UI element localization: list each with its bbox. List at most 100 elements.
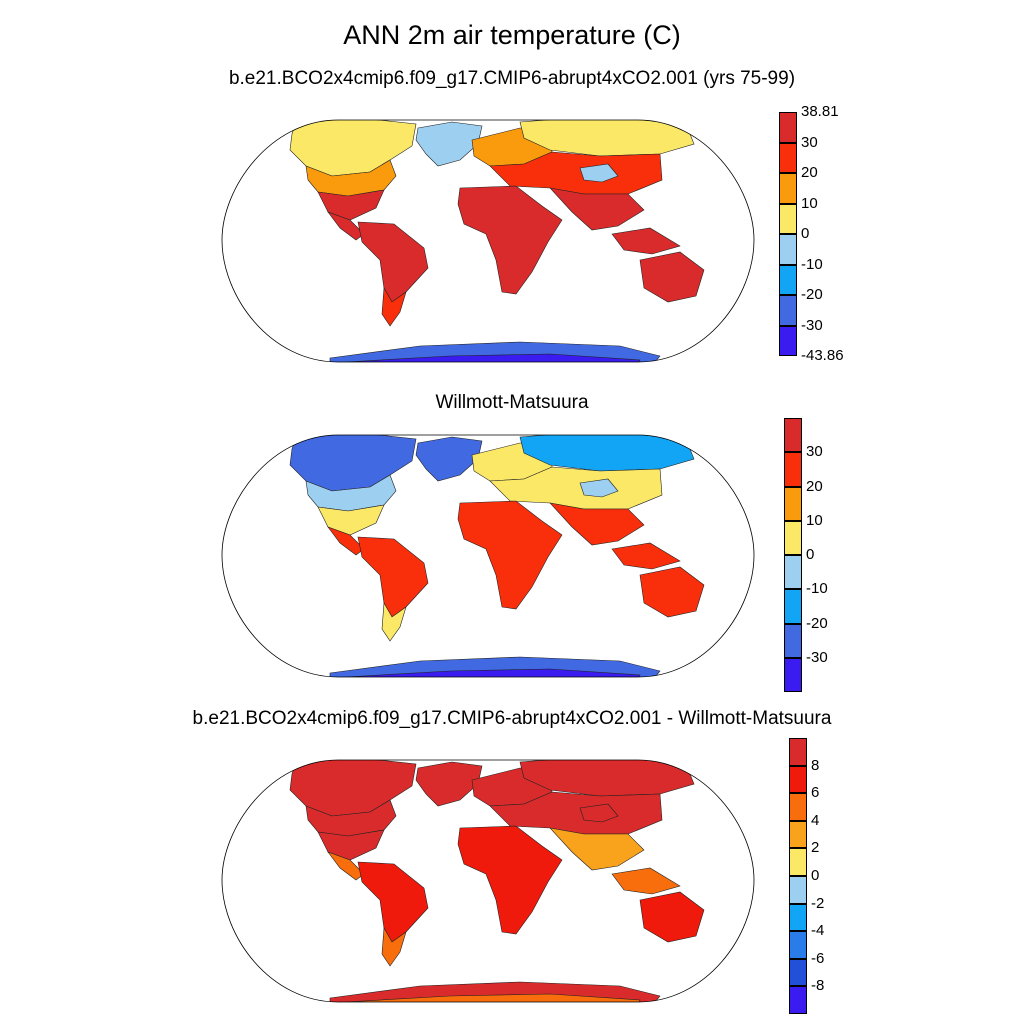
colorbar-swatch (784, 657, 802, 692)
panel-model-title: b.e21.BCO2x4cmip6.f09_g17.CMIP6-abrupt4x… (228, 68, 796, 89)
colorbar-tick-label: -6 (811, 949, 825, 967)
colorbar-swatch (789, 986, 807, 1014)
land-tibet (579, 163, 619, 183)
colorbar-swatch (779, 112, 797, 143)
colorbar-tick-label: -2 (811, 894, 825, 912)
colorbar-swatch (779, 234, 797, 265)
colorbar-tick-label: -30 (801, 316, 823, 334)
colorbar-tick-label: -20 (801, 286, 823, 303)
land-central-asia (489, 466, 663, 510)
colorbar-swatch (784, 555, 802, 590)
colorbar-swatch (789, 765, 807, 794)
colorbar-swatch (789, 903, 807, 932)
land-australia (639, 251, 705, 303)
map-outline (221, 759, 755, 1003)
land-central-asia (489, 791, 663, 835)
colorbar-tick-label: -10 (806, 580, 828, 598)
colorbar-tick-label: -8 (811, 977, 825, 995)
land-australia (639, 891, 705, 943)
land-maritime (611, 542, 681, 570)
map-model (221, 119, 755, 363)
colorbar-swatch (789, 820, 807, 849)
colorbar-tick-label: 20 (801, 164, 818, 181)
land-greenland (415, 436, 483, 482)
land-central-america (327, 526, 365, 556)
land-south-america (357, 221, 429, 303)
land-south-america (357, 536, 429, 618)
land-maritime (611, 867, 681, 895)
colorbar-obs: -30 -20 -10 0 10 20 30 (784, 418, 828, 692)
land-patagonia (381, 602, 407, 642)
colorbar-swatch (779, 173, 797, 204)
colorbar-tick-label: 0 (806, 546, 815, 563)
land-maritime (611, 227, 681, 255)
colorbar-swatch (789, 848, 807, 876)
colorbar-swatch (789, 931, 807, 959)
colorbar-swatch (779, 264, 797, 295)
colorbar-tick-label: 4 (811, 811, 820, 829)
land-tibet (579, 803, 619, 823)
land-south-asia (549, 187, 645, 231)
land-south-america (357, 861, 429, 943)
colorbar-tick-label: 10 (801, 194, 818, 212)
land-africa (457, 500, 563, 610)
land-antarctica-interior (345, 668, 641, 677)
colorbar-swatch (784, 623, 802, 658)
colorbar-swatch (784, 418, 802, 453)
land-greenland (415, 761, 483, 807)
colorbar-model: -43.86 -30 -20 -10 0 10 20 30 38.81 (779, 103, 844, 364)
colorbar-tick-label: 8 (811, 756, 820, 774)
panel-obs-title: Willmott-Matsuura (435, 392, 589, 413)
map-diff (221, 759, 755, 1003)
colorbar-tick-label: 6 (811, 784, 820, 802)
land-north-america-mid (305, 159, 397, 197)
colorbar-swatch (779, 142, 797, 173)
figure-title: ANN 2m air temperature (C) (343, 20, 681, 50)
land-tibet (579, 478, 619, 498)
colorbar-swatch (789, 958, 807, 987)
colorbar-swatch (784, 452, 802, 487)
colorbar-swatch (779, 295, 797, 326)
land-antarctica-interior (345, 353, 641, 362)
land-australia (639, 566, 705, 618)
colorbar-tick-label: 0 (811, 867, 820, 884)
colorbar-tick-label: -10 (801, 255, 823, 273)
colorbar-tick-label: 0 (801, 225, 810, 242)
colorbar-swatch (779, 325, 797, 356)
colorbar-tick-label: 20 (806, 477, 823, 495)
land-south-asia (549, 502, 645, 546)
land-africa (457, 825, 563, 935)
colorbar-swatch (789, 876, 807, 904)
colorbar-tick-label: -4 (811, 922, 825, 940)
map-obs (221, 434, 755, 678)
map-outline (221, 434, 755, 678)
land-central-america (327, 211, 365, 241)
land-north-america-mid (305, 474, 397, 512)
land-africa (457, 185, 563, 295)
land-north-america-mid (305, 799, 397, 837)
colorbar-tick-label: -20 (806, 614, 828, 632)
map-outline (221, 119, 755, 363)
colorbar-tick-label: 10 (806, 511, 823, 529)
land-antarctica-interior (345, 993, 641, 1002)
land-central-america (327, 851, 365, 881)
colorbar-swatch (779, 203, 797, 234)
panel-diff-title: b.e21.BCO2x4cmip6.f09_g17.CMIP6-abrupt4x… (192, 708, 832, 729)
land-greenland (415, 121, 483, 167)
colorbar-swatch (784, 520, 802, 555)
colorbar-tick-label: 2 (811, 839, 820, 857)
colorbar-tick-label: -43.86 (801, 347, 844, 364)
colorbar-tick-label: 30 (806, 443, 823, 461)
land-patagonia (381, 927, 407, 967)
colorbar-diff: -8 -6 -4 -2 0 2 4 6 8 (789, 738, 824, 1014)
colorbar-swatch (784, 589, 802, 624)
land-south-asia (549, 827, 645, 871)
colorbar-tick-label: 30 (801, 133, 818, 151)
colorbar-swatch (784, 486, 802, 521)
land-central-asia (489, 151, 663, 195)
colorbar-swatch (789, 738, 807, 766)
land-patagonia (381, 287, 407, 327)
colorbar-swatch (789, 793, 807, 821)
colorbar-tick-label: 38.81 (801, 103, 839, 120)
colorbar-tick-label: -30 (806, 648, 828, 666)
